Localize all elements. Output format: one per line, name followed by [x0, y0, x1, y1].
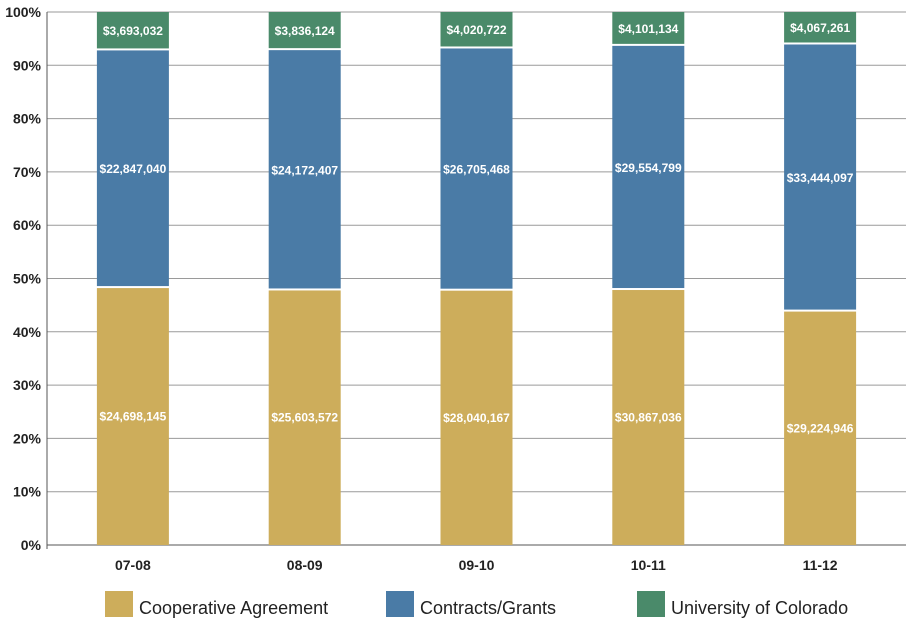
data-label: $26,705,468 [443, 163, 510, 177]
legend-swatch [105, 591, 133, 617]
bar-segment [440, 48, 513, 289]
bar-segment [96, 288, 169, 545]
data-label: $3,693,032 [103, 24, 163, 38]
bar-segment [96, 12, 169, 49]
x-tick-label: 09-10 [459, 557, 495, 573]
data-label: $4,020,722 [446, 23, 506, 37]
y-tick-label: 70% [13, 164, 42, 180]
x-tick-label: 10-11 [631, 557, 666, 573]
bar-segment [440, 12, 513, 47]
y-tick-label: 80% [13, 111, 42, 127]
data-label: $29,224,946 [787, 421, 854, 435]
data-label: $33,444,097 [787, 171, 854, 185]
y-tick-label: 30% [13, 377, 42, 393]
y-tick-label: 10% [13, 484, 42, 500]
x-tick-label: 07-08 [115, 557, 151, 573]
bar-segment [784, 12, 857, 43]
bar-segment [612, 45, 685, 289]
legend-label: Contracts/Grants [420, 598, 556, 618]
x-axis-ticks: 07-08 08-09 09-10 10-11 11-12 [115, 557, 838, 573]
legend: Cooperative Agreement Contracts/Grants Uni… [105, 591, 848, 618]
bar-segment [612, 12, 685, 44]
data-label: $4,067,261 [790, 21, 850, 35]
bar-segment [268, 50, 341, 289]
data-label: $24,172,407 [271, 163, 338, 177]
legend-swatch [637, 591, 665, 617]
y-tick-label: 20% [13, 430, 42, 446]
data-label: $22,847,040 [100, 162, 167, 176]
bar-segment [612, 290, 685, 545]
data-label: $28,040,167 [443, 411, 510, 425]
y-axis-ticks: 0% 10% 20% 30% 40% 50% 60% 70% 80% 90% 100% [5, 4, 41, 553]
data-label: $24,698,145 [100, 410, 167, 424]
data-label: $4,101,134 [618, 22, 678, 36]
data-label: $25,603,572 [271, 411, 338, 425]
legend-swatch [386, 591, 414, 617]
bar-segment [440, 290, 513, 545]
legend-label: University of Colorado [671, 598, 848, 618]
legend-label: Cooperative Agreement [139, 598, 328, 618]
data-label: $3,836,124 [275, 24, 335, 38]
y-tick-label: 100% [5, 4, 41, 20]
data-label: $30,867,036 [615, 411, 682, 425]
y-tick-label: 0% [21, 537, 42, 553]
bar-segment [96, 50, 169, 287]
bar-segment [268, 290, 341, 545]
x-tick-label: 08-09 [287, 557, 323, 573]
bars: $24,698,145 $22,847,040 $3,693,032 $25,603,… [96, 12, 857, 545]
y-tick-label: 50% [13, 271, 42, 287]
bar-segment [268, 12, 341, 49]
data-label: $29,554,799 [615, 161, 682, 175]
bar-segment [784, 311, 857, 545]
bar-segment [784, 44, 857, 310]
y-tick-label: 90% [13, 57, 42, 73]
x-tick-label: 11-12 [803, 557, 838, 573]
y-tick-label: 60% [13, 217, 42, 233]
y-tick-label: 40% [13, 324, 42, 340]
